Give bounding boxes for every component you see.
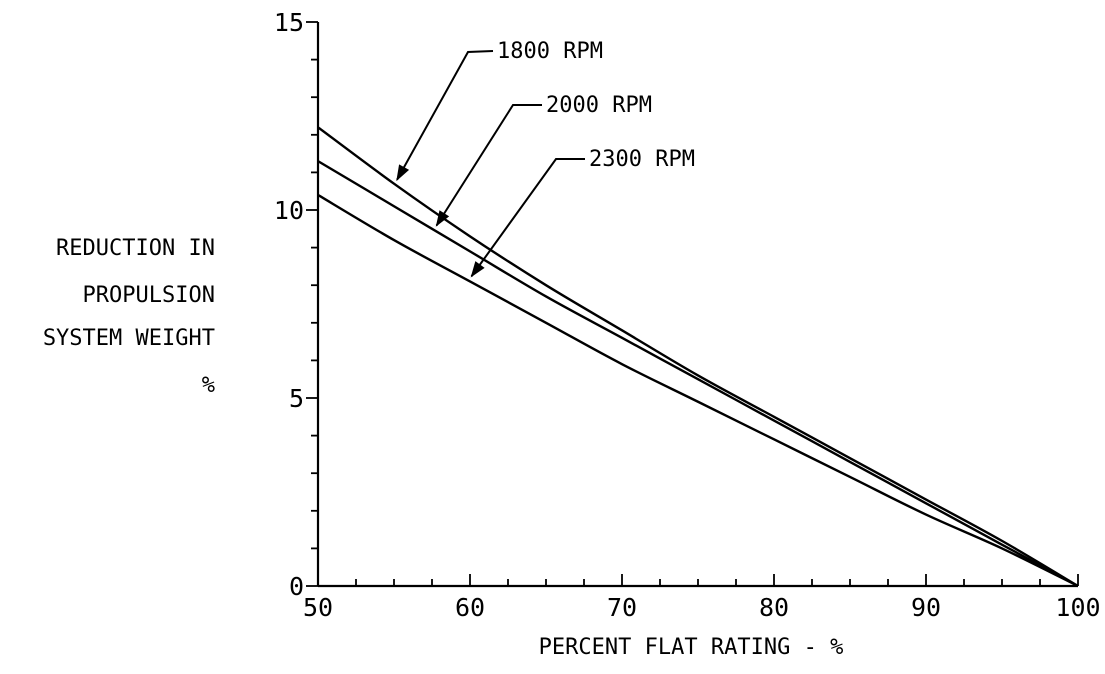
y-tick-label: 10 [274, 196, 304, 225]
y-tick-label: 5 [289, 384, 304, 413]
series-line-1 [317, 160, 1079, 588]
y-axis-title-line-3: SYSTEM WEIGHT [43, 326, 215, 351]
y-axis-title: REDUCTION IN PROPULSION SYSTEM WEIGHT % [43, 236, 215, 398]
y-axis-title-line-1: REDUCTION IN [56, 236, 215, 261]
leader-arrow-0 [396, 164, 410, 182]
series-line-2 [317, 193, 1079, 588]
axes [316, 22, 1078, 588]
leader-line-0 [396, 50, 494, 181]
curves [317, 126, 1079, 588]
x-tick-label: 60 [455, 593, 485, 622]
leader-arrow-2 [470, 261, 485, 278]
leader-arrow-1 [435, 210, 450, 227]
y-axis-title-line-4: % [202, 373, 215, 398]
x-axis-title: PERCENT FLAT RATING - % [539, 635, 844, 660]
y-axis-title-line-2: PROPULSION [83, 283, 215, 308]
series-label-2: 2300 RPM [589, 147, 695, 172]
x-tick-label: 80 [759, 593, 789, 622]
y-tick-label: 0 [289, 572, 304, 601]
y-tick-label: 15 [274, 8, 304, 37]
leader-line-1 [435, 104, 542, 227]
x-tick-label: 70 [607, 593, 637, 622]
series-labels: 1800 RPM 2000 RPM 2300 RPM [396, 39, 695, 278]
leader-line-2 [470, 158, 585, 277]
series-label-0: 1800 RPM [497, 39, 603, 64]
series-label-1: 2000 RPM [546, 93, 652, 118]
x-tick-label: 100 [1055, 593, 1100, 622]
ticks: 50 60 70 80 90 100 0 5 10 15 [274, 8, 1101, 622]
series-line-0 [317, 126, 1079, 588]
x-tick-label: 90 [911, 593, 941, 622]
x-tick-label: 50 [303, 593, 333, 622]
